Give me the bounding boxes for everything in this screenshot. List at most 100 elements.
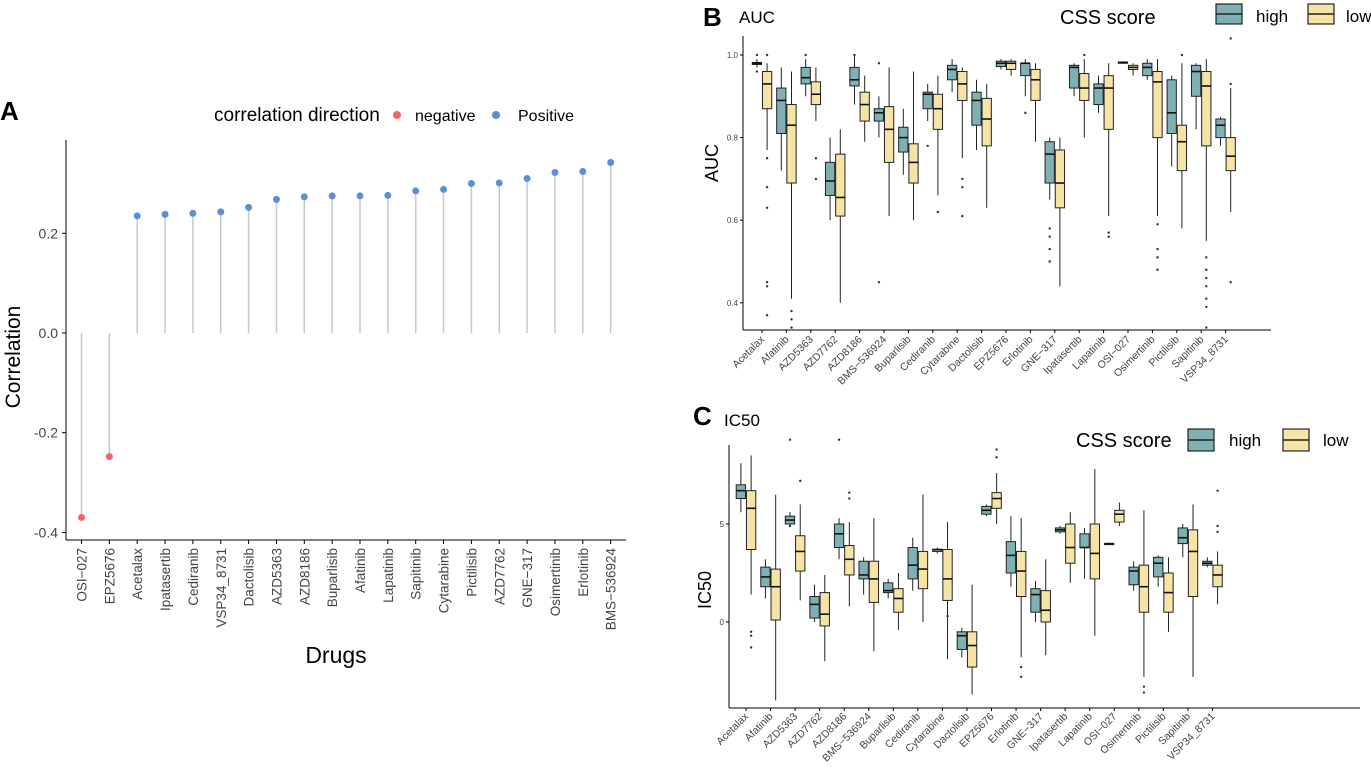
box-low-vsp34-8731 — [1225, 137, 1236, 172]
box-high-bms-536924 — [873, 108, 885, 122]
outlier-high-bms-536924 — [877, 62, 881, 65]
outlier-high-azd8186 — [837, 438, 841, 441]
outlier-low-osimertinib — [1156, 223, 1159, 226]
x-axis-title: Drugs — [305, 642, 366, 668]
outlier-low-azd5363 — [814, 177, 818, 181]
box-low-buparlisib — [893, 588, 904, 613]
outlier-low-acetalax — [749, 646, 753, 649]
box-low-gne-317 — [1040, 590, 1051, 623]
outlier-low-osimertinib — [1156, 256, 1159, 259]
x-tick-label-pictilisib: Pictilisib — [464, 548, 479, 597]
outlier-low-sapitinib — [1205, 297, 1208, 300]
outlier-low-azd8186 — [848, 497, 851, 500]
point-afatinib — [356, 192, 364, 200]
box-high-dactolisib — [956, 631, 967, 650]
outlier-high-acetalax — [755, 70, 759, 73]
box-low-azd8186 — [844, 545, 855, 576]
box-low-gne-317 — [1054, 149, 1066, 209]
y-tick-label: 0.8 — [727, 134, 739, 143]
point-gne-317 — [523, 174, 531, 182]
point-dactolisib — [245, 203, 253, 211]
y-tick-label: -0.4 — [34, 524, 58, 540]
box-low-osimertinib — [1152, 71, 1163, 139]
panel-b-title: AUC — [739, 8, 775, 27]
legend-a-positive-label: Positive — [518, 108, 574, 125]
box-low-bms-536924 — [883, 106, 895, 163]
box-low-sapitinib — [1187, 529, 1199, 598]
y-tick-label: 0.6 — [727, 216, 739, 225]
box-high-bms-536924 — [858, 560, 869, 580]
outlier-low-acetalax — [765, 285, 769, 288]
box-high-sapitinib — [1190, 64, 1202, 97]
point-osimertinib — [551, 168, 559, 176]
point-vsp34-8731 — [217, 208, 225, 216]
outlier-low-ipatasertib — [1083, 53, 1086, 57]
outlier-high-erlotinib — [1024, 111, 1027, 115]
box-low-ipatasertib — [1079, 73, 1090, 101]
x-tick-label-epz5676: EPZ5676 — [102, 548, 117, 604]
point-epz5676 — [105, 453, 113, 461]
box-high-pictilisib — [1153, 556, 1164, 578]
outlier-low-vsp34-8731 — [1216, 530, 1219, 534]
point-acetalax — [133, 212, 141, 220]
outlier-low-sapitinib — [1205, 285, 1208, 288]
box-high-erlotinib — [1020, 62, 1031, 77]
box-high-osimertinib — [1142, 62, 1153, 77]
box-high-azd7762 — [824, 161, 836, 196]
outlier-low-acetalax — [765, 280, 769, 284]
ic50-boxplot: 05AcetalaxAfatinibAZD5363AZD7762AZD8186B… — [695, 438, 1360, 764]
box-low-vsp34-8731 — [1212, 564, 1223, 588]
x-tick-label-sapitinib: Sapitinib — [409, 548, 424, 600]
y-tick-label: 0.2 — [39, 225, 59, 241]
x-tick-label-afatinib: Afatinib — [353, 548, 368, 593]
outlier-low-acetalax — [765, 313, 769, 317]
legend-a-positive-marker — [492, 111, 500, 119]
x-tick-label-azd7762: AZD7762 — [492, 548, 507, 605]
box-low-erlotinib — [1016, 550, 1027, 598]
outlier-high-gne-317 — [1048, 247, 1051, 251]
x-tick-label-gne-317: GNE−317 — [520, 548, 535, 608]
box-high-gne-317 — [1030, 588, 1041, 613]
point-azd7762 — [495, 179, 503, 187]
point-buparlisib — [328, 192, 336, 200]
outlier-low-acetalax — [765, 185, 769, 189]
x-tick-label-ipatasertib: Ipatasertib — [158, 548, 173, 611]
box-high-osimertinib — [1128, 566, 1139, 586]
outlier-low-acetalax — [765, 206, 769, 210]
point-cediranib — [189, 209, 197, 217]
box-low-bms-536924 — [868, 560, 880, 603]
box-low-afatinib — [770, 568, 781, 621]
x-tick-label-azd5363: AZD5363 — [269, 548, 284, 605]
legend-c-high-label: high — [1229, 431, 1261, 450]
auc-boxplot: 0.40.60.81.0AcetalaxAfatinibAZD5363AZD77… — [702, 36, 1271, 387]
y-tick-label: 0 — [720, 618, 725, 627]
outlier-high-azd8186 — [853, 53, 856, 57]
point-ipatasertib — [161, 210, 169, 218]
outlier-low-osimertinib — [1156, 247, 1159, 251]
point-erlotinib — [579, 167, 587, 175]
box-high-erlotinib — [1005, 541, 1017, 574]
outlier-low-erlotinib — [1019, 665, 1023, 669]
outlier-low-lapatinib — [1107, 231, 1110, 234]
x-tick-label-vsp34-8731: VSP34_8731 — [214, 548, 229, 628]
outlier-low-cytarabine — [946, 614, 949, 618]
legend-a-negative-marker — [393, 111, 401, 119]
box-low-acetalax — [761, 71, 773, 110]
box-low-afatinib — [786, 104, 797, 184]
box-low-osimertinib — [1138, 564, 1150, 613]
box-high-azd7762 — [809, 596, 820, 619]
box-high-ipatasertib — [1068, 64, 1080, 89]
outlier-low-vsp34-8731 — [1216, 489, 1219, 492]
outlier-low-acetalax — [749, 630, 753, 633]
legend-b-title: CSS score — [1060, 7, 1156, 29]
x-tick-label-osimertinib: Osimertinib — [548, 548, 563, 616]
outlier-low-azd8186 — [848, 491, 851, 494]
point-pictilisib — [467, 179, 475, 187]
outlier-low-sapitinib — [1205, 268, 1208, 271]
box-low-cytarabine — [942, 548, 953, 601]
box-high-sapitinib — [1177, 527, 1188, 545]
box-high-azd8186 — [849, 66, 860, 87]
y-axis-title: IC50 — [695, 571, 715, 609]
x-tick-label-osi-027: OSI−027 — [75, 548, 90, 602]
